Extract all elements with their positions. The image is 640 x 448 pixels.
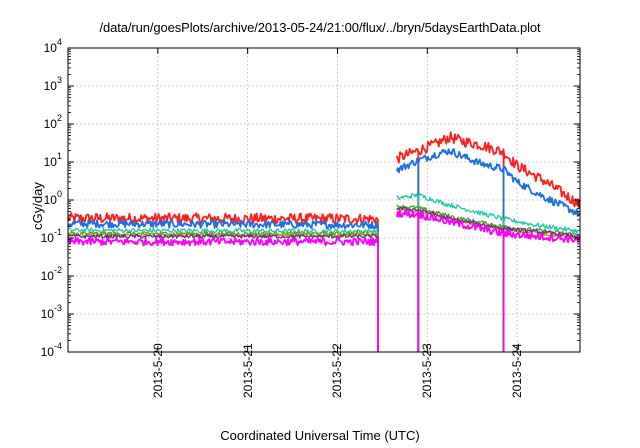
x-tick-label: 2013-5-24 bbox=[510, 343, 525, 398]
series-line-magenta bbox=[67, 209, 581, 352]
y-tick-label: 101 bbox=[43, 151, 62, 169]
y-tick-base: 10 bbox=[40, 231, 54, 245]
y-tick-label: 102 bbox=[43, 113, 62, 131]
y-tick-base: 10 bbox=[43, 79, 57, 93]
x-tick-label: 2013-5-22 bbox=[330, 343, 345, 398]
chart-title: /data/run/goesPlots/archive/2013-05-24/2… bbox=[99, 20, 541, 35]
y-tick-label: 104 bbox=[43, 37, 62, 55]
y-tick-base: 10 bbox=[43, 117, 57, 131]
y-tick-label: 103 bbox=[43, 75, 62, 93]
y-tick-base: 10 bbox=[40, 269, 54, 283]
y-tick-base: 10 bbox=[43, 155, 57, 169]
series-group bbox=[67, 131, 581, 352]
y-tick-exponent: -4 bbox=[53, 341, 62, 351]
x-tick-label: 2013-5-21 bbox=[240, 343, 255, 398]
y-tick-exponent: 1 bbox=[56, 151, 62, 161]
y-tick-label: 10-4 bbox=[40, 341, 62, 359]
y-tick-base: 10 bbox=[43, 193, 57, 207]
grid-lines bbox=[68, 48, 580, 352]
x-tick-label: 2013-5-23 bbox=[420, 343, 435, 398]
y-tick-base: 10 bbox=[40, 307, 54, 321]
plot-frame bbox=[67, 47, 581, 353]
y-tick-label: 10-2 bbox=[40, 265, 62, 283]
y-tick-label: 10-1 bbox=[40, 227, 62, 245]
y-tick-exponent: -1 bbox=[53, 227, 62, 237]
y-tick-exponent: -3 bbox=[53, 303, 62, 313]
y-tick-exponent: 0 bbox=[56, 189, 62, 199]
y-tick-base: 10 bbox=[43, 41, 57, 55]
x-tick-label: 2013-5-20 bbox=[150, 343, 165, 398]
y-tick-exponent: 4 bbox=[56, 37, 62, 47]
y-tick-label: 100 bbox=[43, 189, 62, 207]
y-tick-exponent: 3 bbox=[56, 75, 62, 85]
plot-border bbox=[67, 47, 581, 353]
y-tick-label: 10-3 bbox=[40, 303, 62, 321]
y-tick-exponent: -2 bbox=[53, 265, 62, 275]
y-tick-exponent: 2 bbox=[56, 113, 62, 123]
y-tick-base: 10 bbox=[40, 345, 54, 359]
x-axis-label: Coordinated Universal Time (UTC) bbox=[220, 428, 420, 443]
